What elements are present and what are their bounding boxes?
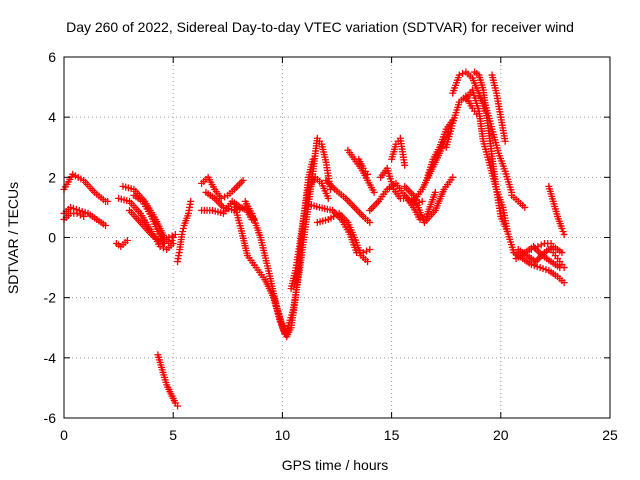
data-point — [179, 227, 187, 235]
series-track-31 — [462, 86, 518, 257]
series-track-22 — [355, 155, 372, 178]
x-axis-label: GPS time / hours — [282, 457, 389, 473]
series-track-20 — [322, 176, 374, 226]
series-track-16 — [270, 134, 334, 335]
axis-ticks: 0 5 10 15 20 25 -6 -4 -2 0 2 4 6 — [44, 49, 618, 443]
series-track-34 — [488, 71, 509, 145]
x-tick-label: 5 — [169, 427, 177, 443]
data-point — [76, 211, 84, 219]
data-point — [558, 224, 566, 232]
y-tick-label: -4 — [44, 350, 57, 366]
data-point — [560, 279, 568, 287]
data-point — [80, 212, 88, 220]
data-point — [324, 194, 332, 202]
series-track-18 — [305, 200, 374, 257]
data-point — [401, 161, 409, 169]
data-point — [449, 173, 457, 181]
data-point — [104, 197, 112, 205]
series-track-04 — [112, 237, 131, 251]
series-track-35 — [508, 191, 529, 211]
y-tick-label: -2 — [44, 290, 57, 306]
grid-lines — [64, 57, 610, 418]
x-tick-label: 20 — [493, 427, 509, 443]
series-track-02 — [60, 203, 109, 229]
series-track-19 — [313, 209, 372, 266]
x-tick-label: 15 — [384, 427, 400, 443]
series-track-01 — [60, 170, 112, 205]
x-tick-label: 10 — [275, 427, 291, 443]
series-track-09 — [154, 351, 182, 410]
data-point — [123, 237, 131, 245]
data-point — [503, 227, 511, 235]
data-point — [187, 197, 195, 205]
data-point — [160, 240, 168, 248]
data-point — [217, 194, 225, 202]
data-point — [364, 170, 372, 178]
data-point — [534, 243, 542, 251]
data-point — [560, 264, 568, 272]
series-track-21 — [344, 146, 378, 196]
data-point — [431, 188, 439, 196]
y-tick-label: 0 — [48, 230, 56, 246]
data-point — [171, 230, 179, 238]
data-point — [559, 227, 567, 235]
series-track-11 — [198, 173, 247, 202]
data-point — [521, 203, 529, 211]
data-point — [101, 221, 109, 229]
y-axis-label: SDTVAR / TECUs — [5, 182, 21, 294]
data-point — [168, 232, 176, 240]
series-track-15 — [241, 155, 317, 341]
data-point — [527, 246, 535, 254]
data-point — [364, 258, 372, 266]
series-track-36 — [510, 249, 568, 287]
series-track-17 — [287, 173, 332, 293]
data-point — [418, 197, 426, 205]
x-tick-label: 0 — [60, 427, 68, 443]
data-point — [366, 246, 374, 254]
series-track-08 — [130, 191, 168, 248]
data-point — [239, 176, 247, 184]
data-point — [73, 209, 81, 217]
series-track-10 — [174, 197, 195, 266]
series-track-13 — [202, 188, 256, 223]
data-point — [221, 193, 229, 201]
data-points — [60, 68, 568, 410]
series-track-26 — [401, 173, 457, 226]
data-point — [165, 234, 173, 241]
data-point — [531, 244, 539, 252]
data-point — [537, 241, 545, 249]
series-track-29 — [442, 92, 481, 151]
data-point — [501, 137, 509, 145]
data-point — [370, 188, 378, 196]
series-track-40 — [545, 182, 568, 238]
y-tick-label: -6 — [44, 410, 57, 426]
data-point — [366, 218, 374, 226]
data-point — [174, 402, 182, 410]
data-point — [179, 224, 187, 232]
data-point — [547, 240, 555, 248]
data-point — [178, 230, 186, 238]
y-tick-label: 4 — [48, 109, 56, 125]
data-point — [560, 230, 568, 238]
x-tick-label: 25 — [602, 427, 618, 443]
series-track-25 — [388, 134, 409, 169]
chart-title: Day 260 of 2022, Sidereal Day-to-day VTE… — [66, 19, 574, 35]
series-track-39 — [527, 240, 555, 254]
data-point — [362, 247, 370, 255]
y-tick-label: 6 — [48, 49, 56, 65]
data-point — [455, 71, 463, 79]
y-tick-label: 2 — [48, 169, 56, 185]
series-track-41 — [547, 246, 568, 272]
data-point — [558, 249, 566, 257]
data-point — [169, 240, 177, 248]
